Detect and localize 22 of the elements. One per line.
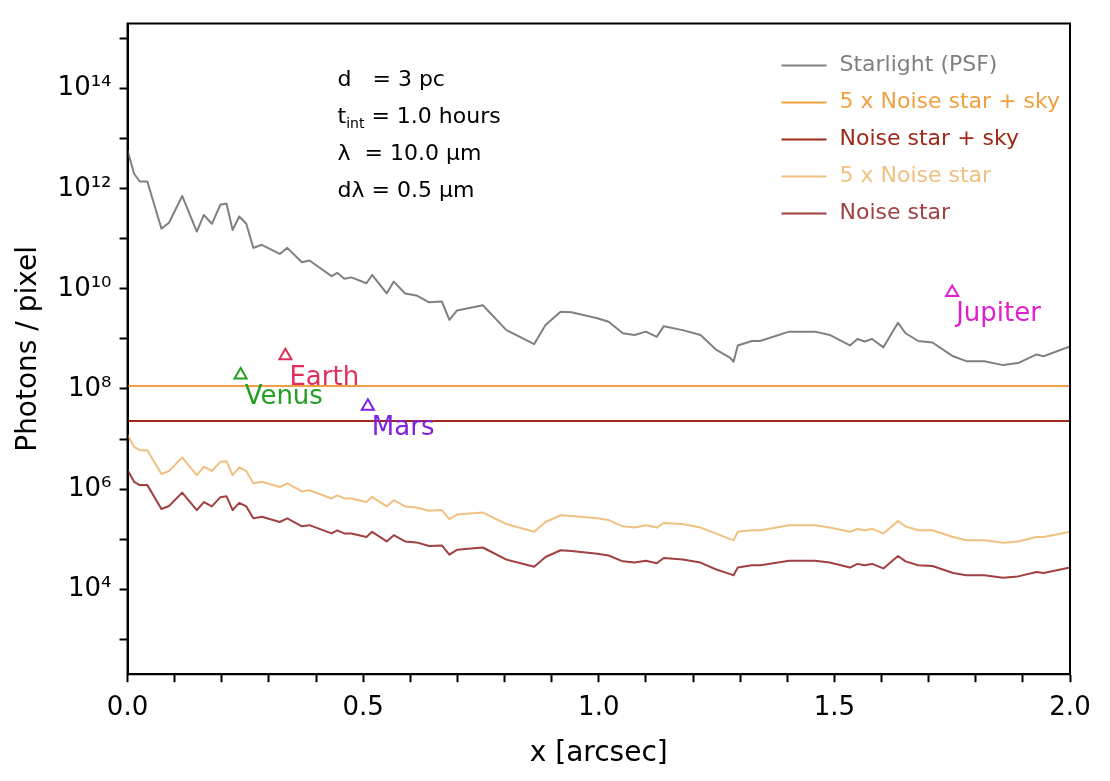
y-axis-title: Photons / pixel [10,246,44,452]
annotation: λ = 10.0 μm [337,139,482,165]
x-tick-label: 0.5 [342,690,384,721]
x-axis-title: x [arcsec] [529,735,668,769]
y-tick-label: 10¹⁴ [57,71,112,102]
series-label: Jupiter [954,297,1042,328]
y-tick-label: 10⁶ [68,471,112,502]
legend-label: Noise star [839,199,952,225]
y-tick-label: 10⁴ [68,571,112,602]
annotation: d = 3 pc [337,65,445,91]
legend-label: 5 x Noise star [839,162,993,188]
legend-label: Noise star + sky [839,125,1020,151]
y-tick-label: 10¹⁰ [57,271,112,302]
legend-label: Starlight (PSF) [839,51,998,77]
x-tick-label: 2.0 [1049,690,1091,721]
x-tick-label: 0.0 [106,690,149,721]
x-tick-label: 1.0 [578,690,620,721]
legend-label: 5 x Noise star + sky [839,88,1061,114]
annotation: dλ = 0.5 μm [337,176,475,202]
y-tick-label: 10⁸ [68,371,112,402]
x-tick-label: 1.5 [813,690,856,721]
y-tick-label: 10¹² [57,171,112,202]
